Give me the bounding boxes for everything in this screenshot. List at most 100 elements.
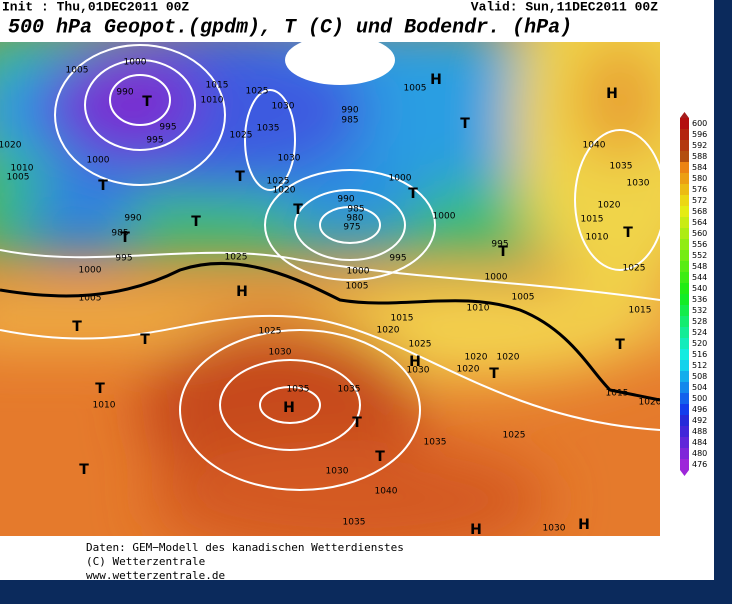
contour-label: 1030 [326,467,349,477]
contour-label: 1025 [230,131,253,141]
contour-label: 980 [346,214,363,224]
colorbar-label: 556 [692,240,707,249]
colorbar-swatch [680,195,689,206]
colorbar-swatch [680,206,689,217]
contour-label: 1040 [583,141,606,151]
contour-label: 1005 [79,294,102,304]
colorbar-swatch [680,184,689,195]
contour-label: 1030 [627,179,650,189]
colorbar-swatch [680,415,689,426]
pressure-center: T [191,214,201,230]
colorbar-swatch [680,305,689,316]
colorbar-label: 576 [692,185,707,194]
pressure-center: H [236,284,248,300]
contour-label: 1000 [79,266,102,276]
footer-line: www.wetterzentrale.de [86,569,225,582]
contour-label: 1035 [424,438,447,448]
pressure-center: T [460,116,470,132]
colorbar-swatch [680,228,689,239]
colorbar-swatch [680,140,689,151]
contour-label: 1000 [87,156,110,166]
colorbar-swatch [680,129,689,140]
contour-label: 995 [115,254,132,264]
colorbar-swatch [680,338,689,349]
contour-label: 1010 [586,233,609,243]
colorbar-swatch [680,272,689,283]
isobars [0,44,660,491]
colorbar-swatch [680,349,689,360]
contour-label: 1025 [225,253,248,263]
colorbar-swatch [680,371,689,382]
colorbar-swatch [680,217,689,228]
pressure-center: T [615,337,625,353]
colorbar-swatch [680,250,689,261]
colorbar-cap [680,112,689,118]
contour-label: 1005 [404,84,427,94]
contour-label: 1005 [346,282,369,292]
colorbar-label: 540 [692,284,707,293]
contour-label: 1015 [629,306,652,316]
contour-label: 990 [337,195,354,205]
map-labels: 10001005990T9959951000101010051020T99098… [0,58,662,538]
colorbar-swatch [680,437,689,448]
footer-line: Daten: GEM−Modell des kanadischen Wetter… [86,541,404,554]
colorbar-label: 508 [692,372,707,381]
colorbar: 600 596 592 588 584 580 576 572 568 564 560 556 552 5… [680,112,707,476]
pressure-center: H [470,522,482,538]
colorbar-label: 504 [692,383,707,392]
contour-label: 1030 [272,102,295,112]
contour-label: 1020 [497,353,520,363]
contour-label: 1035 [287,385,310,395]
pressure-center: T [408,186,418,202]
contour-label: 1005 [512,293,535,303]
contour-label: 1020 [598,201,621,211]
colorbar-label: 488 [692,427,707,436]
colorbar-label: 600 [692,119,707,128]
colorbar-label: 536 [692,295,707,304]
colorbar-label: 524 [692,328,707,337]
contour-label: 1035 [338,385,361,395]
contour-label: 995 [389,254,406,264]
colorbar-label: 496 [692,405,707,414]
init-time: Init : Thu,01DEC2011 00Z [2,0,189,14]
pressure-center: T [489,366,499,382]
colorbar-label: 596 [692,130,707,139]
contour-label: 1010 [11,164,34,174]
pressure-center: T [72,319,82,335]
contour-label: 975 [343,223,360,233]
colorbar-label: 552 [692,251,707,260]
colorbar-swatch [680,426,689,437]
colorbar-label: 532 [692,306,707,315]
pressure-center: T [352,415,362,431]
colorbar-label: 484 [692,438,707,447]
pressure-center: T [142,94,152,110]
colorbar-swatch [680,294,689,305]
contour-label: 1030 [278,154,301,164]
colorbar-swatch [680,118,689,129]
contour-label: 1030 [269,348,292,358]
colorbar-cap [680,470,689,476]
footer-line: (C) Wetterzentrale [86,555,205,568]
colorbar-swatch [680,173,689,184]
contour-label: 1025 [503,431,526,441]
colorbar-swatch [680,151,689,162]
pressure-center: H [283,400,295,416]
contour-label: 995 [491,240,508,250]
boundary-line [0,261,660,402]
contour-label: 1020 [465,353,488,363]
colorbar-label: 580 [692,174,707,183]
contour-label: 1020 [639,398,662,408]
contour-label: 1030 [543,524,566,534]
contour-label: 1015 [391,314,414,324]
contour-label: 1035 [343,518,366,528]
valid-time: Valid: Sun,11DEC2011 00Z [471,0,658,14]
contour-label: 985 [111,229,128,239]
contour-label: 990 [124,214,141,224]
pressure-center: H [430,72,442,88]
pressure-center: T [498,244,508,260]
colorbar-label: 548 [692,262,707,271]
colorbar-swatch [680,283,689,294]
colorbar-label: 568 [692,207,707,216]
